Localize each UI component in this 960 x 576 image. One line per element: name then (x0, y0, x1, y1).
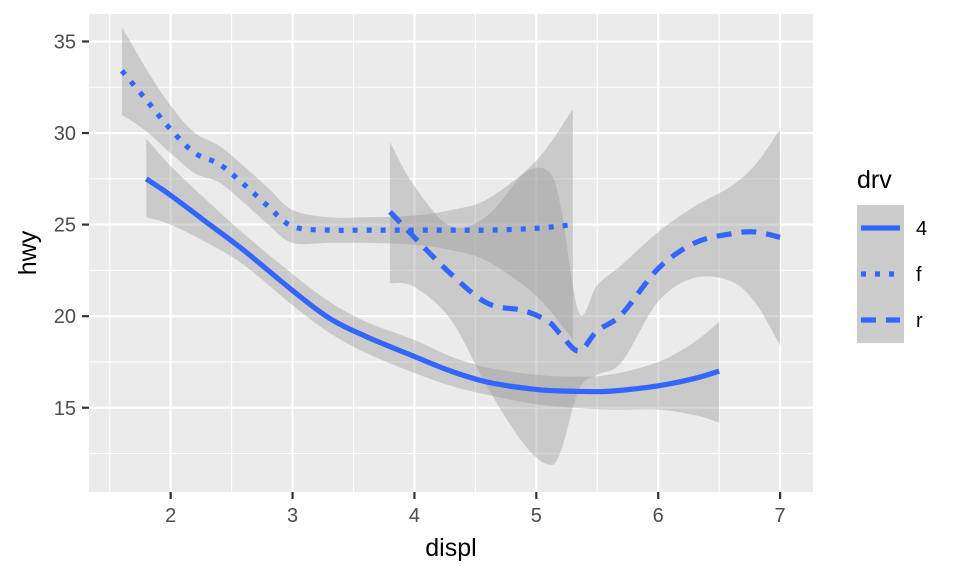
x-tick-label: 6 (653, 505, 664, 527)
x-axis: 2 3 4 5 6 7 (165, 492, 786, 527)
legend-title: drv (857, 166, 892, 194)
y-tick-label: 15 (54, 398, 76, 420)
y-axis-title: hwy (14, 230, 42, 275)
legend-label-f: f (916, 264, 922, 286)
series-line-f (119, 69, 574, 233)
y-axis: 15 20 25 30 35 (54, 31, 89, 420)
series-line-4 (144, 176, 720, 395)
x-tick-label: 5 (531, 505, 542, 527)
legend-label-r: r (916, 310, 923, 332)
grid-minor (89, 14, 813, 492)
y-tick-label: 35 (54, 31, 76, 53)
y-tick-label: 20 (54, 306, 76, 328)
y-tick-label: 30 (54, 123, 76, 145)
y-tick-label: 25 (54, 215, 76, 237)
legend-label-4: 4 (916, 218, 927, 240)
x-tick-label: 3 (287, 505, 298, 527)
plot-panel (89, 14, 813, 492)
x-tick-label: 4 (409, 505, 420, 527)
series-line-r (388, 210, 781, 354)
series-lines (119, 69, 781, 395)
x-tick-label: 2 (165, 505, 176, 527)
x-axis-title: displ (425, 534, 476, 562)
grid-major (89, 14, 813, 492)
x-tick-label: 7 (775, 505, 786, 527)
legend: drv 4 f r (857, 166, 927, 343)
legend-keys: 4 f r (857, 205, 927, 343)
